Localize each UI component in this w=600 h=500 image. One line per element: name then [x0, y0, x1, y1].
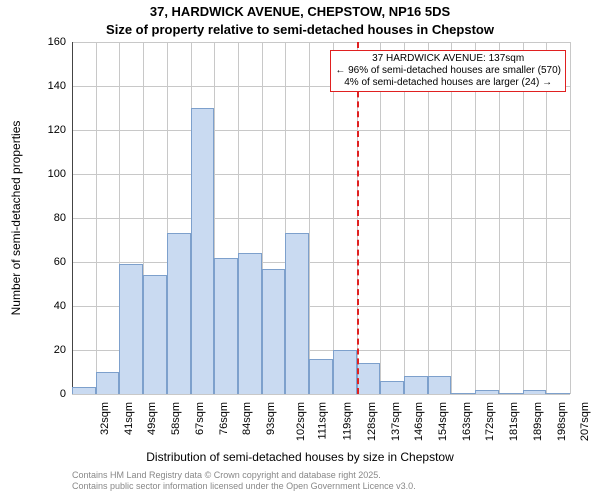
grid-line: [523, 42, 524, 394]
attribution-text: Contains HM Land Registry data © Crown c…: [72, 470, 416, 492]
y-axis-line: [72, 42, 73, 394]
x-tick-label: 128sqm: [366, 402, 378, 441]
histogram-bar: [167, 233, 191, 394]
grid-line: [72, 174, 570, 175]
histogram-bar: [546, 393, 570, 394]
annotation-box: 37 HARDWICK AVENUE: 137sqm← 96% of semi-…: [330, 50, 566, 92]
histogram-bar: [72, 387, 96, 394]
x-tick-label: 146sqm: [413, 402, 425, 441]
x-axis-label: Distribution of semi-detached houses by …: [0, 450, 600, 464]
histogram-bar: [451, 393, 475, 394]
property-size-histogram: 37, HARDWICK AVENUE, CHEPSTOW, NP16 5DS …: [0, 0, 600, 500]
grid-line: [475, 42, 476, 394]
x-tick-label: 32sqm: [99, 402, 111, 435]
grid-line: [309, 42, 310, 394]
grid-line: [72, 394, 570, 395]
x-tick-label: 67sqm: [194, 402, 206, 435]
histogram-bar: [96, 372, 120, 394]
histogram-bar: [404, 376, 428, 394]
histogram-bar: [357, 363, 381, 394]
grid-line: [499, 42, 500, 394]
histogram-bar: [380, 381, 404, 394]
y-tick-label: 160: [38, 36, 66, 48]
histogram-bar: [499, 393, 523, 394]
y-tick-label: 140: [38, 80, 66, 92]
x-tick-label: 111sqm: [317, 402, 329, 440]
histogram-bar: [143, 275, 167, 394]
x-tick-label: 84sqm: [241, 402, 253, 435]
x-tick-label: 58sqm: [170, 402, 182, 435]
grid-line: [72, 262, 570, 263]
x-tick-label: 189sqm: [532, 402, 544, 441]
plot-area: [72, 42, 570, 394]
histogram-bar: [214, 258, 238, 394]
grid-line: [96, 42, 97, 394]
x-tick-label: 49sqm: [146, 402, 158, 435]
x-tick-label: 163sqm: [461, 402, 473, 441]
histogram-bar: [333, 350, 357, 394]
attribution-line2: Contains public sector information licen…: [72, 481, 416, 492]
y-tick-label: 0: [38, 388, 66, 400]
y-tick-label: 80: [38, 212, 66, 224]
annotation-line1: 37 HARDWICK AVENUE: 137sqm: [335, 53, 561, 65]
grid-line: [72, 42, 570, 43]
annotation-line3: 4% of semi-detached houses are larger (2…: [335, 77, 561, 89]
x-tick-label: 137sqm: [390, 402, 402, 441]
histogram-bar: [309, 359, 333, 394]
grid-line: [428, 42, 429, 394]
x-tick-label: 76sqm: [218, 402, 230, 435]
annotation-line2: ← 96% of semi-detached houses are smalle…: [335, 65, 561, 77]
grid-line: [451, 42, 452, 394]
chart-title-line1: 37, HARDWICK AVENUE, CHEPSTOW, NP16 5DS: [0, 4, 600, 19]
x-tick-label: 198sqm: [556, 402, 568, 441]
histogram-bar: [238, 253, 262, 394]
y-tick-label: 40: [38, 300, 66, 312]
histogram-bar: [475, 390, 499, 394]
histogram-bar: [523, 390, 547, 394]
attribution-line1: Contains HM Land Registry data © Crown c…: [72, 470, 416, 481]
grid-line: [333, 42, 334, 394]
histogram-bar: [119, 264, 143, 394]
grid-line: [546, 42, 547, 394]
x-tick-label: 207sqm: [579, 402, 591, 441]
x-tick-label: 172sqm: [485, 402, 497, 441]
chart-title-line2: Size of property relative to semi-detach…: [0, 22, 600, 37]
y-tick-label: 100: [38, 168, 66, 180]
grid-line: [72, 130, 570, 131]
grid-line: [380, 42, 381, 394]
histogram-bar: [191, 108, 215, 394]
x-tick-label: 41sqm: [123, 402, 135, 435]
x-tick-label: 102sqm: [295, 402, 307, 441]
y-axis-label: Number of semi-detached properties: [9, 121, 23, 316]
y-tick-label: 120: [38, 124, 66, 136]
y-tick-label: 20: [38, 344, 66, 356]
x-tick-label: 119sqm: [341, 402, 353, 440]
grid-line: [404, 42, 405, 394]
x-tick-label: 93sqm: [265, 402, 277, 435]
histogram-bar: [285, 233, 309, 394]
histogram-bar: [262, 269, 286, 394]
y-tick-label: 60: [38, 256, 66, 268]
histogram-bar: [428, 376, 452, 394]
x-tick-label: 181sqm: [508, 402, 520, 441]
grid-line: [72, 218, 570, 219]
grid-line: [570, 42, 571, 394]
marker-line: [357, 42, 359, 394]
x-tick-label: 154sqm: [437, 402, 449, 441]
